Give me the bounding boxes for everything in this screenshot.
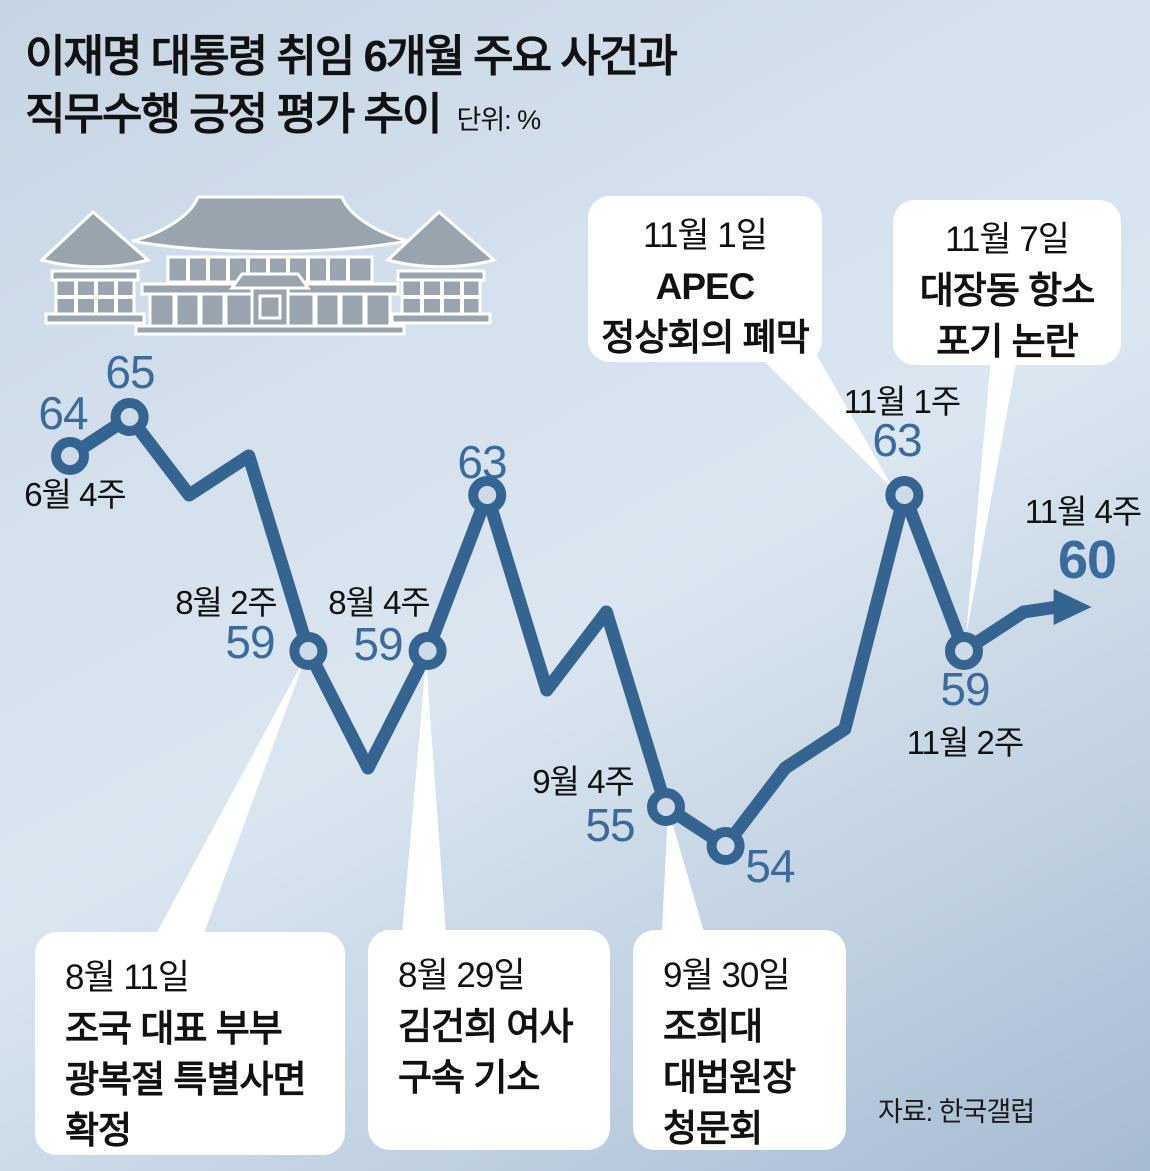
value-label-jun4: 64 [38,387,88,439]
callout-tail-nov7 [966,358,1017,636]
value-label-jul1: 65 [105,346,155,398]
week-label-nov2: 11월 2주 [906,724,1024,761]
data-point-marker [706,827,745,865]
value-label-oct1: 54 [745,840,795,892]
data-point-marker [51,437,89,475]
callout-tail-aug29 [402,660,446,934]
source-credit: 자료: 한국갤럽 [878,1097,1035,1127]
data-point-marker [468,476,507,514]
page-title-line2: 직무수행 긍정 평가 추이 [25,90,442,139]
trend-line-layer [51,398,1092,865]
data-point-marker [945,632,983,670]
callout-kim-keon-hee-indictment: 8월 29일 김건희 여사 구속 기소 [368,930,610,1150]
value-label-nov2: 59 [940,663,990,715]
page-title: 이재명 대통령 취임 6개월 주요 사건과 직무수행 긍정 평가 추이 단위: … [25,28,678,144]
data-point-marker [647,788,685,826]
value-label-sep1: 63 [457,436,507,488]
data-point-marker [408,632,447,670]
data-point-marker [885,476,924,514]
callout-daejangdong-appeal: 11월 7일 대장동 항소 포기 논란 [893,200,1121,365]
side-pavilion-shape [39,209,152,325]
page-title-line1: 이재명 대통령 취임 6개월 주요 사건과 [25,32,678,81]
week-label-aug2: 8월 2주 [175,584,278,621]
value-label-sep4: 55 [585,799,635,851]
value-label-nov1: 63 [872,414,922,466]
callout-cho-hee-dae-hearing: 9월 30일 조희대 대법원장 청문회 [633,930,846,1150]
data-point-marker [110,398,149,436]
week-label-sep4: 9월 4주 [532,763,635,800]
week-label-nov4: 11월 4주 [1024,493,1142,530]
callout-cho-kuk-pardon: 8월 11일 조국 대표 부부 광복절 특별사면 확정 [35,932,345,1155]
value-label-nov4: 60 [1057,530,1117,590]
callout-tail-apec [755,352,894,490]
week-label-jun4: 6월 4주 [24,476,127,513]
value-label-aug2: 59 [225,616,275,668]
data-point-marker [289,632,328,670]
callout-apec-summit: 11월 1일 APEC 정상회의 폐막 [588,196,822,362]
callout-tail-sep30 [662,808,704,932]
week-label-nov1: 11월 1주 [843,383,961,420]
value-label-aug4: 59 [353,618,403,670]
trend-arrow [1053,589,1092,625]
callout-tail-aug11 [155,656,306,936]
week-label-aug4: 8월 4주 [328,584,431,621]
chart-unit-label: 단위: % [456,105,541,135]
blue-house-icon [39,195,496,336]
